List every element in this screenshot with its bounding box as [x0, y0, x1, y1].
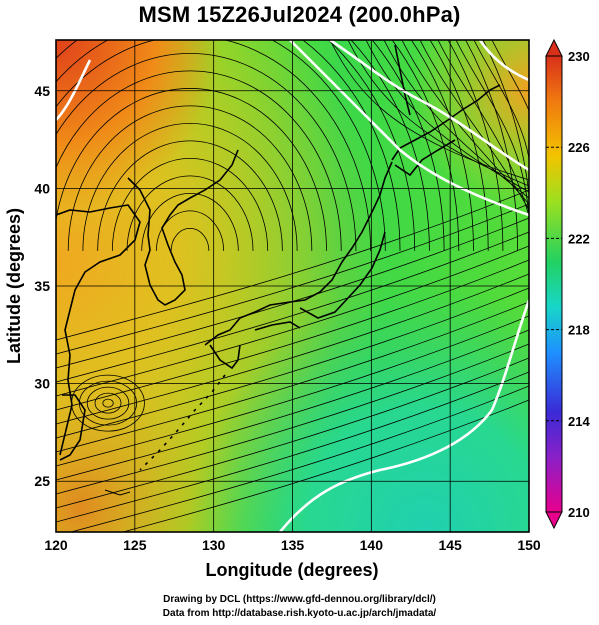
- latitude-tick-label: 45: [34, 83, 50, 99]
- streamline: [56, 217, 529, 369]
- latitude-tick-label: 30: [34, 376, 50, 392]
- streamline: [102, 398, 114, 408]
- streamline: [56, 88, 327, 251]
- streamline: [97, 140, 283, 251]
- y-axis-label: Latitude (degrees): [4, 208, 24, 364]
- colorbar-gradient: [545, 55, 563, 513]
- streamline: [56, 287, 529, 439]
- credit-line-data: Data from http://database.rish.kyoto-u.a…: [162, 608, 437, 619]
- streamline: [419, 40, 529, 211]
- streamline: [56, 40, 401, 251]
- streamline: [56, 245, 529, 397]
- streamline: [56, 343, 529, 495]
- colorbar-tick-label: 214: [568, 414, 590, 429]
- streamline: [56, 53, 357, 251]
- credit-line-drawing: Drawing by DCL (https://www.gfd-dennou.o…: [163, 594, 436, 605]
- streamline: [482, 40, 529, 199]
- streamline: [56, 203, 529, 355]
- streamline: [56, 231, 529, 383]
- streamline: [111, 158, 269, 251]
- latitude-ticks: 25 30 35 40 45: [34, 83, 50, 489]
- latitude-tick-label: 35: [34, 278, 50, 294]
- streamline: [126, 175, 254, 251]
- streamline: [170, 227, 210, 251]
- streamline: [429, 40, 489, 251]
- colorbar-tick-label: 218: [568, 323, 590, 338]
- streamline: [141, 193, 239, 251]
- streamline: [437, 40, 529, 217]
- streamline: [94, 392, 122, 414]
- longitude-tick-label: 140: [360, 537, 384, 553]
- streamline: [82, 123, 298, 251]
- streamline: [491, 40, 529, 234]
- map-frame: [55, 39, 530, 533]
- white-contours: [56, 40, 529, 532]
- streamlines: [56, 40, 529, 532]
- streamline: [371, 40, 445, 251]
- streamline: [56, 40, 372, 251]
- streamline: [327, 40, 416, 251]
- longitude-tick-label: 125: [123, 537, 147, 553]
- longitude-tick-label: 120: [44, 537, 68, 553]
- streamline: [79, 380, 138, 426]
- streamline: [69, 385, 529, 532]
- colorbar: 230 226 222 218 214 210: [545, 38, 590, 530]
- longitude-tick-label: 145: [438, 537, 462, 553]
- colorbar-tick-label: 210: [568, 505, 590, 520]
- map-title: MSM 15Z26Jul2024 (200.0hPa): [138, 2, 461, 27]
- streamline: [56, 40, 386, 251]
- streamline: [455, 40, 529, 223]
- streamline: [56, 357, 529, 509]
- streamline: [86, 386, 130, 420]
- longitude-tick-label: 130: [202, 537, 226, 553]
- map-area: [56, 40, 529, 532]
- longitude-tick-label: 135: [281, 537, 305, 553]
- streamline: [56, 329, 529, 481]
- latitude-tick-label: 40: [34, 180, 50, 196]
- streamline: [447, 40, 504, 251]
- streamline: [56, 189, 529, 341]
- colorbar-tick-label: 226: [568, 140, 590, 155]
- streamline: [56, 273, 529, 425]
- streamline: [465, 40, 519, 251]
- streamline: [156, 210, 225, 251]
- streamline: [56, 371, 529, 523]
- streamline: [383, 40, 529, 199]
- colorbar-tick-label: 230: [568, 49, 590, 64]
- streamline: [365, 40, 529, 193]
- colorbar-min-arrow: [545, 511, 563, 530]
- coastlines: [56, 44, 501, 496]
- latitude-tick-label: 25: [34, 473, 50, 489]
- x-axis-label: Longitude (degrees): [205, 560, 378, 580]
- streamline: [67, 105, 313, 251]
- colorbar-max-arrow: [545, 38, 563, 57]
- streamline: [391, 40, 460, 251]
- streamline: [473, 40, 529, 228]
- streamline: [56, 259, 529, 411]
- streamline: [350, 40, 430, 251]
- streamline: [121, 399, 529, 532]
- streamline: [56, 301, 529, 453]
- colorbar-tick-label: 222: [568, 231, 590, 246]
- longitude-ticks: 120 125 130 135 140 145 150: [44, 537, 541, 553]
- credits: Drawing by DCL (https://www.gfd-dennou.o…: [0, 593, 599, 621]
- streamline: [56, 315, 529, 467]
- longitude-tick-label: 150: [517, 537, 541, 553]
